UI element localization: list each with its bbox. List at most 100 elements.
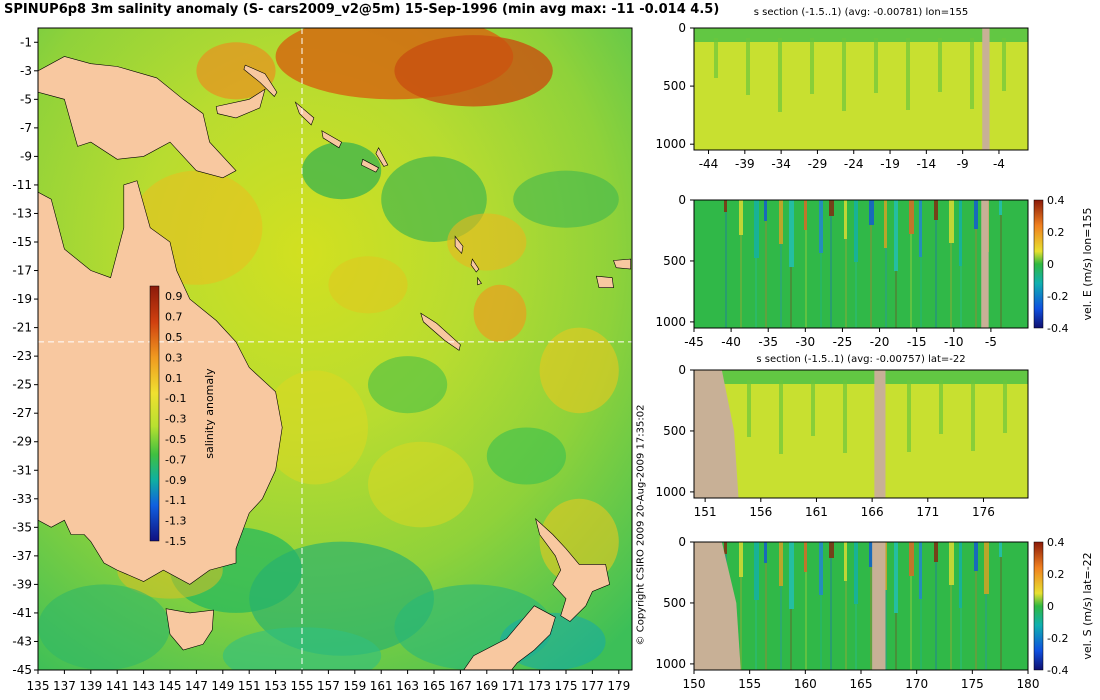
anomaly-patch-16 bbox=[486, 427, 566, 485]
section-v-lat22-jet-tail bbox=[950, 585, 952, 670]
section-s-lat22-title: s section (-1.5..1) (avg: -0.00757) lat=… bbox=[756, 354, 965, 365]
anomaly-patch-17 bbox=[222, 627, 382, 670]
section-v-lat22-jet bbox=[804, 542, 807, 572]
section-v-lat22-jet-tail bbox=[910, 576, 912, 670]
section-v-lat22-jet bbox=[974, 542, 978, 571]
section-s-lon155-plot bbox=[694, 28, 1028, 150]
section-u-lon155-jet-tail bbox=[855, 262, 857, 328]
section-v-lat22-jet-tail bbox=[820, 595, 822, 670]
section-v-lat22-ytick-label: 500 bbox=[663, 596, 686, 610]
section-s-lon155-ytick-label: 500 bbox=[663, 79, 686, 93]
section-v-lat22-jet bbox=[869, 542, 874, 567]
section-v-lat22-colorbar-label: vel. S (m/s) lat=-22 bbox=[1081, 552, 1094, 659]
section-u-lon155-jet-tail bbox=[755, 258, 757, 328]
map-ytick-label: -29 bbox=[12, 435, 32, 449]
map-xtick-label: 153 bbox=[264, 679, 287, 693]
section-u-lon155-jet-tail bbox=[1000, 215, 1002, 328]
section-s-lat22-xtick-label: 161 bbox=[805, 505, 828, 519]
section-s-lon155-streak bbox=[778, 38, 782, 112]
section-s-lon155-xtick-label: -9 bbox=[957, 157, 969, 171]
section-s-lat22-surface-layer bbox=[694, 370, 1028, 384]
section-u-lon155-xtick-label: -40 bbox=[721, 335, 741, 349]
map-ytick-label: -45 bbox=[12, 663, 32, 677]
section-u-lon155-jet bbox=[959, 200, 962, 266]
section-u-lon155-colorbar-tick: -0.2 bbox=[1047, 290, 1068, 303]
section-u-lon155-xtick-label: -5 bbox=[985, 335, 997, 349]
map-ytick-label: -7 bbox=[20, 121, 32, 135]
anomaly-patch-8 bbox=[473, 284, 527, 342]
section-s-lat22-ytick-label: 500 bbox=[663, 424, 686, 438]
colorbar-tick-label: -1.1 bbox=[165, 494, 186, 507]
colorbar-tick-label: 0.5 bbox=[165, 331, 183, 344]
colorbar-tick-label: 0.3 bbox=[165, 351, 183, 364]
section-u-lon155-jet-tail bbox=[960, 266, 962, 328]
section-u-lon155-ytick-label: 0 bbox=[678, 193, 686, 207]
section-u-lon155-xtick-label: -20 bbox=[870, 335, 890, 349]
land-vanuatu-1 bbox=[454, 235, 464, 255]
section-u-lon155-jet bbox=[999, 200, 1002, 215]
section-s-lon155-xtick-label: -14 bbox=[917, 157, 937, 171]
section-u-lon155-jet bbox=[884, 200, 887, 248]
section-s-lat22-streak bbox=[907, 380, 911, 452]
section-u-lon155-jet bbox=[779, 200, 783, 244]
map-xtick-label: 141 bbox=[106, 679, 129, 693]
anomaly-patch-22 bbox=[447, 213, 527, 271]
section-s-lon155-background bbox=[694, 28, 1028, 150]
section-v-lat22-colorbar-tick: -0.4 bbox=[1047, 664, 1068, 677]
section-s-lat22-shelf bbox=[694, 370, 739, 498]
map-ytick-label: -19 bbox=[12, 292, 32, 306]
section-v-lat22-jet bbox=[739, 542, 743, 577]
map-xtick-label: 151 bbox=[238, 679, 261, 693]
section-u-lon155-jet-tail bbox=[805, 230, 807, 328]
section-u-lon155-jet bbox=[909, 200, 914, 234]
land-vanuatu-3 bbox=[477, 276, 482, 286]
section-v-lat22-jet bbox=[919, 542, 922, 599]
section-u-lon155-jet-tail bbox=[975, 229, 977, 328]
map-xtick-label: 155 bbox=[291, 679, 314, 693]
map-ytick-label: -39 bbox=[12, 577, 32, 591]
section-s-lat22-frame bbox=[693, 369, 1029, 499]
section-s-lon155-xtick-label: -4 bbox=[993, 157, 1005, 171]
section-v-lat22-jet-tail bbox=[935, 562, 937, 670]
map-xtick-label: 179 bbox=[607, 679, 630, 693]
section-s-lat22-streak bbox=[747, 380, 751, 437]
section-s-lon155-xtick-label: -34 bbox=[771, 157, 791, 171]
anomaly-patch-4 bbox=[302, 142, 382, 200]
land-tasmania bbox=[165, 608, 214, 651]
map-ytick-label: -27 bbox=[12, 406, 32, 420]
section-v-lat22-jet bbox=[894, 542, 898, 613]
section-v-lat22-shelf bbox=[694, 542, 741, 670]
map-xtick-label: 145 bbox=[159, 679, 182, 693]
map-ytick-label: -37 bbox=[12, 549, 32, 563]
section-u-lon155-jet-tail bbox=[920, 257, 922, 328]
section-u-lon155-xtick-label: -30 bbox=[796, 335, 816, 349]
anomaly-patch-1 bbox=[394, 35, 553, 107]
anomaly-patch-9 bbox=[539, 327, 619, 414]
land-new-guinea bbox=[38, 56, 237, 179]
section-v-lat22-jet bbox=[934, 542, 938, 562]
map-xtick-label: 147 bbox=[185, 679, 208, 693]
section-u-lon155-jet bbox=[974, 200, 978, 229]
section-s-lon155-xtick-label: -24 bbox=[844, 157, 864, 171]
map-ytick-label: -13 bbox=[12, 206, 32, 220]
map-xtick-label: 161 bbox=[370, 679, 393, 693]
section-v-lat22-xtick-label: 160 bbox=[794, 677, 817, 691]
map-ytick-label: -15 bbox=[12, 235, 32, 249]
salinity-map: -1 -3 -5 -7 -9 -11 -13 -15 -17 -19 -21 -23 -25 -27 -29… bbox=[12, 27, 633, 693]
section-v-lat22-jet-tail bbox=[805, 572, 807, 670]
map-ytick-label: -11 bbox=[12, 178, 32, 192]
section-s-lon155-surface-layer bbox=[694, 28, 1028, 42]
map-xtick-label: 143 bbox=[132, 679, 155, 693]
map-ytick-label: -1 bbox=[20, 35, 32, 49]
colorbar-tick-label: -0.3 bbox=[165, 413, 186, 426]
section-s-lon155-ytick-label: 1000 bbox=[655, 137, 686, 151]
map-xtick-label: 149 bbox=[211, 679, 234, 693]
section-v-lat22-jet-tail bbox=[855, 604, 857, 670]
section-v-lat22-jet bbox=[779, 542, 783, 586]
section-s-lon155-xtick-label: -29 bbox=[808, 157, 828, 171]
colorbar-tick-label: 0.7 bbox=[165, 311, 183, 324]
section-v-lat22-jet bbox=[949, 542, 954, 585]
section-v-lat22-jet-tail bbox=[755, 600, 757, 670]
section-u-lon155-jet-tail bbox=[790, 267, 792, 328]
section-u-lon155-jet bbox=[754, 200, 759, 258]
